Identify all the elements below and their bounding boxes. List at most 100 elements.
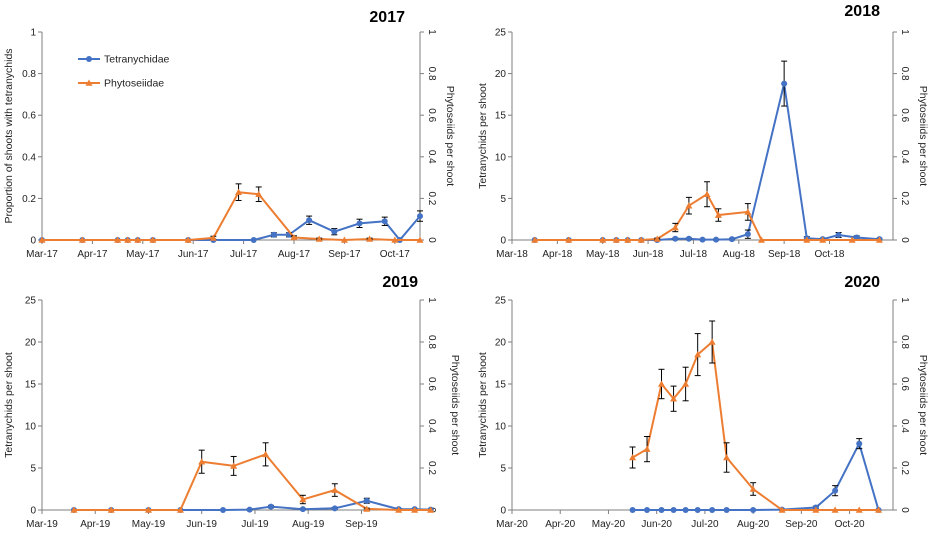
x-tick-label: Jul-18 bbox=[680, 249, 708, 260]
data-point bbox=[695, 507, 701, 513]
data-point bbox=[644, 507, 650, 513]
y2-axis-title: Phytoseiids per shoot bbox=[449, 355, 461, 455]
y-axis-title: Tetranychids per shoot bbox=[477, 352, 489, 458]
y-tick-label: 15 bbox=[25, 380, 37, 391]
y2-tick-label: 0.2 bbox=[426, 191, 437, 205]
data-point bbox=[713, 237, 719, 243]
y-tick-label: 0 bbox=[30, 506, 36, 517]
data-point bbox=[683, 507, 689, 513]
x-tick-label: Apr-20 bbox=[545, 519, 575, 530]
legend-label: Tetranychidae bbox=[104, 54, 170, 66]
series-phytoseiidae bbox=[70, 443, 434, 513]
data-point bbox=[709, 339, 716, 345]
y-tick-label: 0.8 bbox=[22, 69, 36, 80]
data-point bbox=[332, 505, 338, 511]
x-tick-label: Mar-19 bbox=[26, 519, 58, 530]
series-line bbox=[42, 216, 420, 240]
y2-tick-label: 0.6 bbox=[426, 108, 437, 122]
data-point bbox=[682, 381, 689, 387]
series-line bbox=[42, 192, 420, 240]
data-point bbox=[729, 236, 735, 242]
y2-tick-label: 0 bbox=[899, 507, 910, 513]
y-tick-label: 0.4 bbox=[22, 152, 36, 163]
x-tick-label: May-18 bbox=[586, 249, 620, 260]
series-phytoseiidae bbox=[629, 321, 882, 513]
data-point bbox=[331, 487, 338, 493]
y-tick-label: 20 bbox=[495, 69, 507, 80]
y2-tick-label: 1 bbox=[899, 297, 910, 303]
data-point bbox=[700, 237, 706, 243]
panel-title: 2020 bbox=[844, 274, 880, 291]
x-tick-label: Apr-18 bbox=[542, 249, 572, 260]
x-tick-label: Jun-19 bbox=[186, 519, 217, 530]
data-point bbox=[357, 220, 363, 226]
x-tick-label: Sep-17 bbox=[328, 249, 361, 260]
y-tick-label: 10 bbox=[495, 422, 507, 433]
x-tick-label: Aug-17 bbox=[278, 249, 311, 260]
legend: TetranychidaePhytoseiidae bbox=[78, 54, 170, 90]
y-tick-label: 25 bbox=[495, 296, 507, 307]
data-point bbox=[832, 488, 838, 494]
data-point bbox=[836, 232, 842, 238]
y-tick-label: 10 bbox=[495, 152, 507, 163]
y-tick-label: 20 bbox=[25, 338, 37, 349]
data-point bbox=[306, 217, 312, 223]
y-tick-label: 15 bbox=[495, 380, 507, 391]
y-tick-label: 0 bbox=[500, 506, 506, 517]
y-tick-label: 20 bbox=[495, 338, 507, 349]
y-tick-label: 5 bbox=[500, 194, 506, 205]
data-point bbox=[271, 232, 277, 238]
y2-axis-title: Phytoseiids per shoot bbox=[917, 355, 929, 455]
data-point bbox=[750, 507, 756, 513]
data-point bbox=[382, 218, 388, 224]
data-point bbox=[630, 507, 636, 513]
y2-tick-label: 1 bbox=[899, 29, 910, 35]
y2-tick-label: 0.4 bbox=[899, 419, 910, 433]
x-tick-label: May-19 bbox=[132, 519, 166, 530]
x-tick-label: Jun-20 bbox=[641, 519, 672, 530]
y2-tick-label: 0.8 bbox=[426, 335, 437, 349]
series-phytoseiidae bbox=[39, 184, 424, 243]
y-axis-title: Tetranychids per shoot bbox=[3, 352, 15, 458]
x-tick-label: Jul-17 bbox=[230, 249, 258, 260]
y2-axis-title: Phytoseiids per shoot bbox=[444, 86, 456, 186]
data-point bbox=[262, 451, 269, 457]
x-tick-label: Jun-17 bbox=[178, 249, 209, 260]
chart-panel-2018: 2018 0 5 10 15 20 25 0 0.2 0.4 0.6 0.8 1 Mar-18 Apr-18… bbox=[477, 3, 929, 260]
series-phytoseiidae bbox=[531, 182, 883, 243]
y-tick-label: 0 bbox=[500, 236, 506, 247]
x-tick-label: Aug-20 bbox=[737, 519, 770, 530]
data-point bbox=[364, 498, 370, 504]
y2-tick-label: 0.4 bbox=[426, 419, 437, 433]
y-tick-label: 25 bbox=[25, 296, 37, 307]
y2-tick-label: 0.6 bbox=[899, 108, 910, 122]
series-line bbox=[74, 454, 431, 510]
x-tick-label: Sep-18 bbox=[768, 249, 801, 260]
chart-panel-2017: 2017 0 0.2 0.4 0.6 0.8 1 0 0.2 0.4 0.6 0.8 1 Mar-17 Ap… bbox=[3, 9, 456, 260]
x-tick-label: Jun-18 bbox=[633, 249, 664, 260]
y-tick-label: 0.6 bbox=[22, 111, 36, 122]
y-axis-title: Proportion of shoots with tetranychids bbox=[3, 48, 15, 223]
data-point bbox=[331, 229, 337, 235]
series-tetranychidae bbox=[532, 61, 883, 243]
data-point bbox=[417, 213, 423, 219]
chart-panel-2020: 2020051015202500.20.40.60.81Mar-20 Apr-20… bbox=[477, 274, 929, 530]
series-line bbox=[535, 84, 880, 240]
data-point bbox=[247, 507, 253, 513]
y-tick-label: 5 bbox=[30, 464, 36, 475]
series-line bbox=[633, 342, 879, 510]
y2-tick-label: 0.2 bbox=[899, 461, 910, 475]
data-point bbox=[686, 236, 692, 242]
y2-tick-label: 0 bbox=[899, 237, 910, 243]
legend-marker bbox=[86, 56, 92, 62]
x-tick-label: Mar-17 bbox=[26, 249, 58, 260]
y2-tick-label: 0.6 bbox=[426, 377, 437, 391]
x-tick-label: Oct-17 bbox=[380, 249, 410, 260]
panel-title: 2017 bbox=[369, 9, 405, 26]
x-tick-label: Jul-20 bbox=[691, 519, 719, 530]
y2-axis-title: Phytoseiids per shoot bbox=[917, 86, 929, 186]
y2-tick-label: 0.4 bbox=[426, 150, 437, 164]
x-tick-label: Apr-17 bbox=[77, 249, 107, 260]
x-tick-label: Apr-19 bbox=[80, 519, 110, 530]
